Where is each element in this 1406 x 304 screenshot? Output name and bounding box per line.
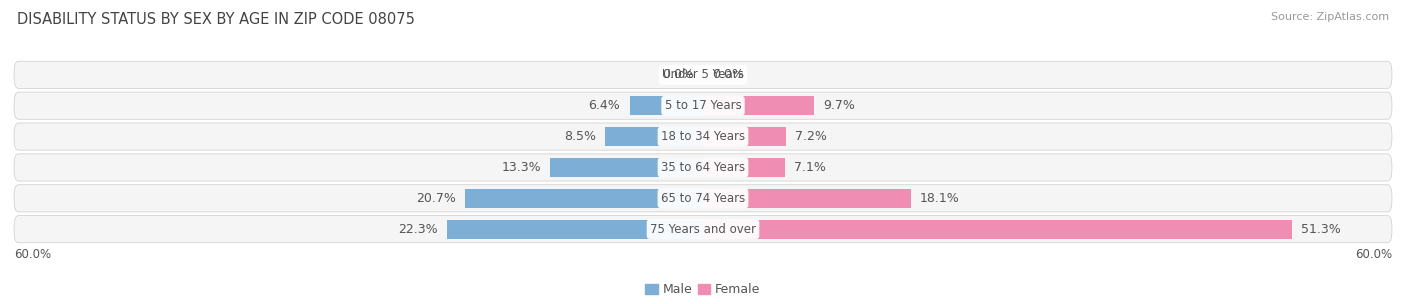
- Text: 8.5%: 8.5%: [564, 130, 596, 143]
- Text: 6.4%: 6.4%: [589, 99, 620, 112]
- Text: 9.7%: 9.7%: [824, 99, 855, 112]
- Text: DISABILITY STATUS BY SEX BY AGE IN ZIP CODE 08075: DISABILITY STATUS BY SEX BY AGE IN ZIP C…: [17, 12, 415, 27]
- Text: 7.1%: 7.1%: [794, 161, 825, 174]
- FancyBboxPatch shape: [14, 61, 1392, 88]
- Text: 51.3%: 51.3%: [1301, 223, 1341, 236]
- FancyBboxPatch shape: [14, 92, 1392, 119]
- Text: 0.0%: 0.0%: [662, 68, 693, 81]
- FancyBboxPatch shape: [14, 123, 1392, 150]
- Text: 22.3%: 22.3%: [398, 223, 437, 236]
- Text: 75 Years and over: 75 Years and over: [650, 223, 756, 236]
- Bar: [703, 189, 911, 208]
- Text: 20.7%: 20.7%: [416, 192, 456, 205]
- Bar: [465, 189, 703, 208]
- Bar: [703, 158, 785, 177]
- Text: Source: ZipAtlas.com: Source: ZipAtlas.com: [1271, 12, 1389, 22]
- Bar: [447, 219, 703, 239]
- Text: 7.2%: 7.2%: [794, 130, 827, 143]
- Bar: [703, 219, 1292, 239]
- FancyBboxPatch shape: [14, 185, 1392, 212]
- Text: Under 5 Years: Under 5 Years: [662, 68, 744, 81]
- FancyBboxPatch shape: [14, 154, 1392, 181]
- Text: 0.0%: 0.0%: [713, 68, 744, 81]
- Text: 35 to 64 Years: 35 to 64 Years: [661, 161, 745, 174]
- Text: 60.0%: 60.0%: [1355, 248, 1392, 261]
- Legend: Male, Female: Male, Female: [641, 278, 765, 301]
- Text: 65 to 74 Years: 65 to 74 Years: [661, 192, 745, 205]
- Bar: [550, 158, 703, 177]
- Text: 5 to 17 Years: 5 to 17 Years: [665, 99, 741, 112]
- Text: 60.0%: 60.0%: [14, 248, 51, 261]
- Bar: [703, 96, 814, 115]
- Bar: [606, 127, 703, 146]
- FancyBboxPatch shape: [14, 216, 1392, 243]
- Bar: [630, 96, 703, 115]
- Text: 13.3%: 13.3%: [502, 161, 541, 174]
- Text: 18 to 34 Years: 18 to 34 Years: [661, 130, 745, 143]
- Bar: [703, 127, 786, 146]
- Text: 18.1%: 18.1%: [920, 192, 960, 205]
